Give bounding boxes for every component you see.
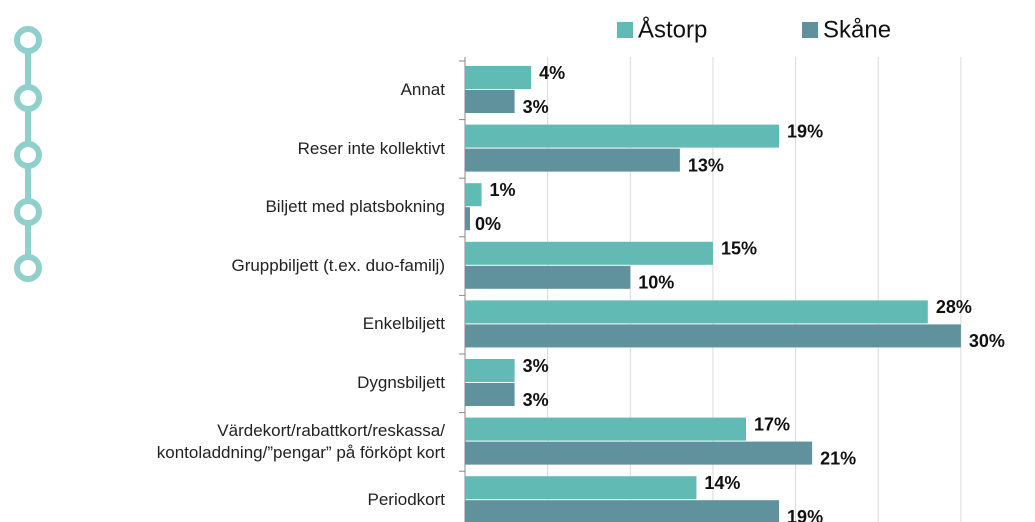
value-label: 19% [787, 121, 823, 141]
value-label: 10% [638, 273, 674, 293]
bar [465, 359, 515, 382]
legend-swatch [802, 22, 818, 38]
value-label: 0% [475, 214, 501, 234]
category-label: Annat [400, 80, 445, 99]
bar [465, 476, 697, 500]
bar-stub [465, 207, 470, 231]
category-label: Biljett med platsbokning [265, 197, 445, 217]
category-label: Reser inte kollektivt [297, 138, 445, 158]
value-label: 15% [721, 239, 757, 259]
value-label: 21% [820, 448, 856, 468]
value-label: 13% [688, 155, 724, 175]
bar [465, 265, 631, 289]
value-label: 28% [936, 297, 972, 317]
bar [465, 383, 515, 406]
decoration [14, 26, 42, 282]
category-label: Värdekort/rabattkort/reskassa/ kontoladd… [156, 420, 445, 462]
bar [465, 90, 515, 113]
bar [465, 417, 746, 441]
value-label: 17% [754, 414, 790, 434]
category-label: Enkelbiljett [362, 314, 445, 334]
value-label: 3% [523, 97, 549, 117]
bar [465, 441, 813, 465]
value-label: 4% [539, 63, 565, 83]
value-label: 19% [787, 507, 823, 522]
category-label: Dygnsbiljett [357, 373, 445, 392]
bar [465, 124, 780, 148]
bar [465, 324, 961, 348]
bar [465, 66, 532, 89]
category-label: Gruppbiljett (t.ex. duo-familj) [231, 255, 445, 275]
value-label: 30% [969, 331, 1005, 351]
bar [465, 500, 780, 522]
bar [465, 300, 928, 324]
bar [465, 148, 680, 172]
bar [465, 241, 713, 265]
legend-label: Åstorp [638, 15, 707, 43]
value-label: 14% [704, 473, 740, 493]
value-label: 3% [523, 356, 549, 376]
legend-label: Skåne [823, 16, 891, 43]
bar [465, 183, 482, 207]
value-label: 3% [523, 390, 549, 410]
value-label: 1% [490, 180, 516, 200]
legend-swatch [617, 22, 633, 38]
category-label: Periodkort [367, 490, 445, 510]
